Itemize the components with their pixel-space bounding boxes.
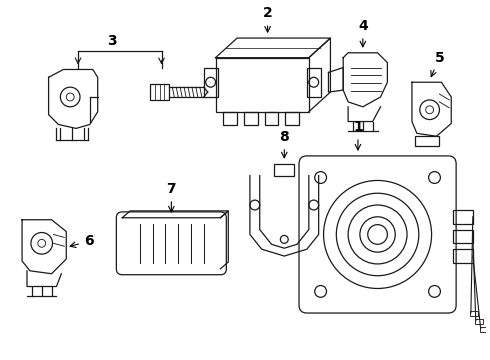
- Bar: [480, 327, 488, 332]
- Bar: [453, 249, 473, 263]
- Text: 6: 6: [70, 234, 94, 248]
- Text: 4: 4: [358, 19, 368, 47]
- Bar: [274, 164, 294, 176]
- Text: 7: 7: [167, 182, 176, 212]
- Bar: [453, 230, 473, 243]
- Bar: [150, 84, 170, 100]
- Text: 8: 8: [279, 130, 289, 158]
- Bar: [470, 311, 478, 316]
- Text: 2: 2: [263, 6, 272, 32]
- Bar: [475, 319, 483, 324]
- Bar: [265, 112, 278, 126]
- Bar: [285, 112, 299, 126]
- Bar: [244, 112, 258, 126]
- Bar: [307, 68, 320, 97]
- Bar: [204, 68, 218, 97]
- Bar: [216, 58, 309, 112]
- Bar: [453, 210, 473, 224]
- Text: 1: 1: [353, 120, 363, 150]
- Bar: [223, 112, 237, 126]
- Text: 5: 5: [431, 50, 444, 77]
- Bar: [415, 136, 440, 146]
- Text: 3: 3: [108, 34, 117, 48]
